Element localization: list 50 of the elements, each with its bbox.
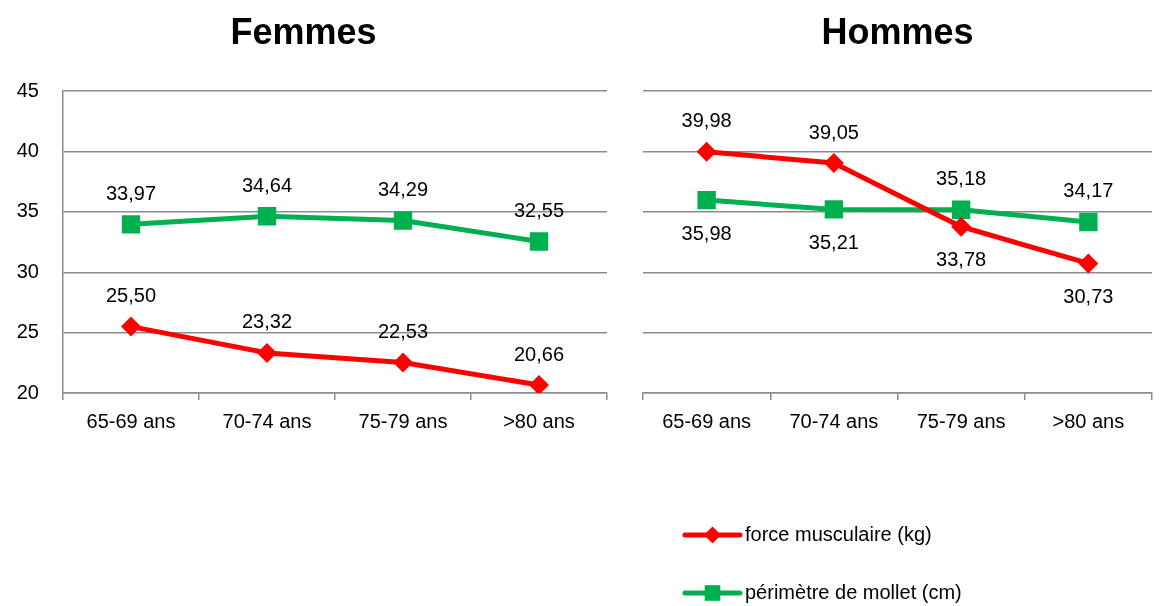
point <box>697 190 716 210</box>
data-label: 32,55 <box>513 199 565 222</box>
point <box>121 316 141 337</box>
chart-title: Femmes <box>230 10 377 52</box>
data-label: 35,98 <box>681 221 732 244</box>
point <box>1079 212 1098 232</box>
y-tick-label: 30 <box>16 259 39 282</box>
y-tick-label: 45 <box>16 78 39 101</box>
y-tick-label: 35 <box>16 199 39 222</box>
point <box>529 232 549 251</box>
x-tick-label: 65-69 ans <box>662 409 752 432</box>
x-tick-label: 70-74 ans <box>222 409 312 432</box>
data-label: 33,97 <box>105 181 157 204</box>
y-tick-label: 40 <box>16 139 39 162</box>
y-tick-label: 25 <box>16 320 39 343</box>
chart-title: Hommes <box>821 10 974 52</box>
point <box>696 141 717 162</box>
point <box>951 216 972 237</box>
data-label: 22,53 <box>377 319 429 342</box>
point <box>121 215 141 234</box>
x-tick-label: 70-74 ans <box>789 409 879 432</box>
x-tick-label: 75-79 ans <box>358 409 448 432</box>
data-label: 23,32 <box>241 310 293 333</box>
point <box>1078 253 1099 274</box>
legend-label: périmètre de mollet (cm) <box>745 580 962 603</box>
point <box>951 200 971 219</box>
point <box>529 375 549 393</box>
point <box>393 352 413 373</box>
x-tick-label: 65-69 ans <box>86 409 176 432</box>
y-tick-label: 20 <box>16 380 39 403</box>
data-label: 34,17 <box>1063 179 1114 202</box>
x-tick-label: >80 ans <box>1052 409 1125 432</box>
legend-label: force musculaire (kg) <box>745 522 932 545</box>
point <box>823 153 844 174</box>
x-tick-label: >80 ans <box>503 409 575 432</box>
point <box>257 342 277 363</box>
x-tick-label: 75-79 ans <box>916 409 1006 432</box>
data-label: 35,21 <box>808 230 859 253</box>
data-label: 25,50 <box>105 284 157 307</box>
data-label: 34,64 <box>241 173 293 196</box>
data-label: 39,05 <box>808 120 859 143</box>
data-label: 30,73 <box>1063 284 1114 307</box>
point <box>257 207 277 226</box>
data-label: 20,66 <box>513 342 565 365</box>
data-label: 34,29 <box>377 178 429 201</box>
point <box>824 200 844 219</box>
data-label: 35,18 <box>936 167 987 190</box>
data-label: 39,98 <box>681 109 732 132</box>
point <box>393 211 413 230</box>
data-label: 33,78 <box>936 248 987 271</box>
